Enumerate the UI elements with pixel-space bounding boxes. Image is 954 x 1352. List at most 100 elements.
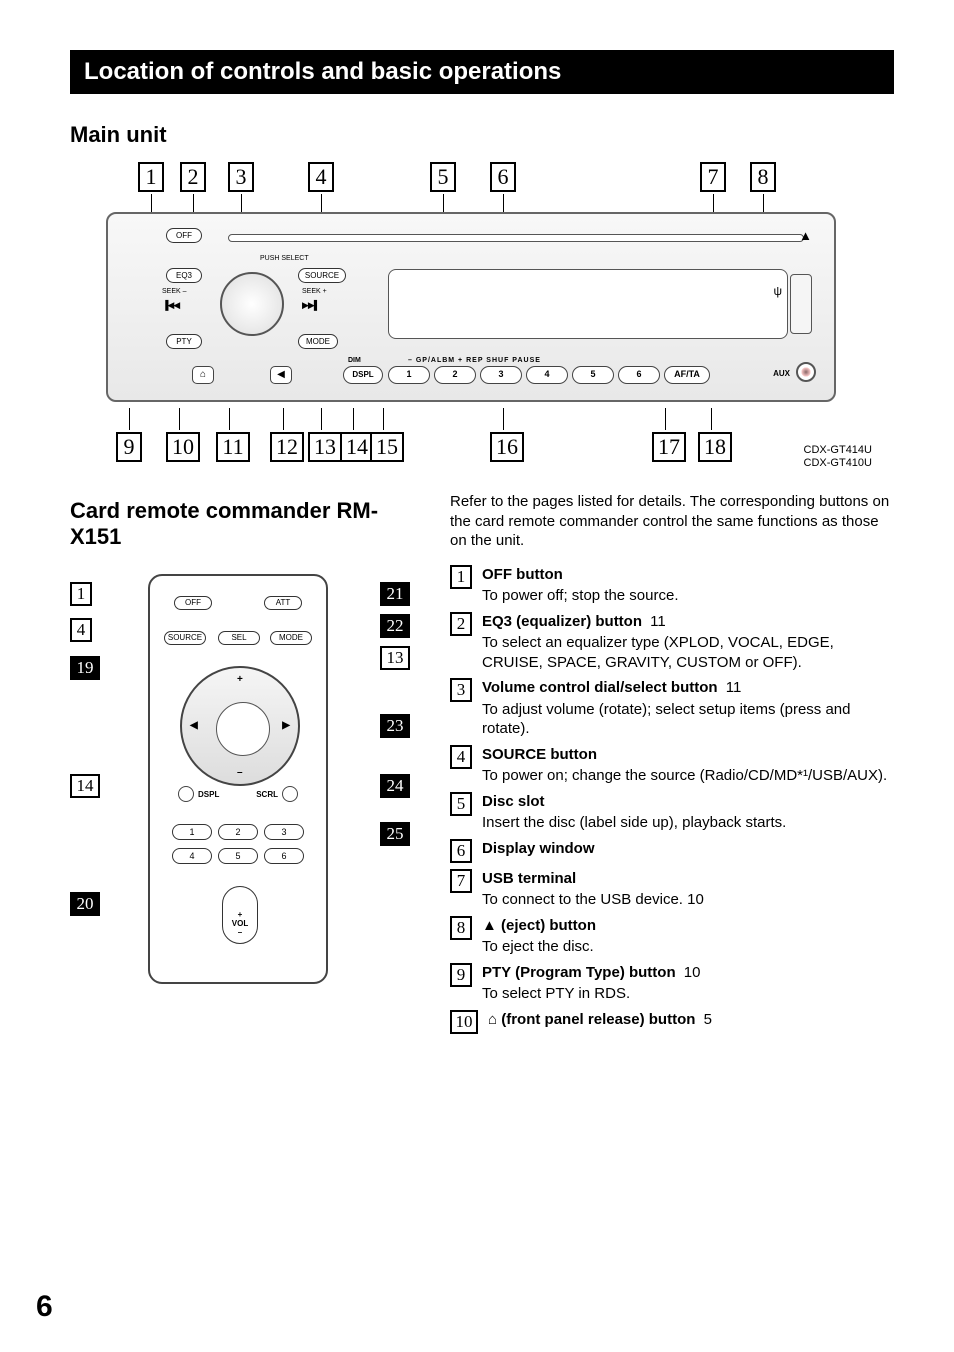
remote-callout-20: 20 <box>70 892 100 916</box>
callout-15: 15 <box>370 432 404 462</box>
remote-mode-button: MODE <box>270 631 312 645</box>
remote-dspl-button <box>178 786 194 802</box>
callout-14: 14 <box>340 432 374 462</box>
main-unit-body: OFF EQ3 SOURCE PTY MODE PUSH SELECT SEEK… <box>106 212 836 402</box>
dpad-down-icon: – <box>237 767 243 778</box>
dspl-button: DSPL <box>343 366 383 384</box>
usb-terminal <box>790 274 812 334</box>
front-panel-release-icon: ⌂ <box>192 366 214 384</box>
callout-13: 13 <box>308 432 342 462</box>
item-num-3: 3 <box>450 678 472 702</box>
callout-6: 6 <box>490 162 516 192</box>
callout-17: 17 <box>652 432 686 462</box>
remote-scrl-button <box>282 786 298 802</box>
remote-num-1: 1 <box>172 824 212 840</box>
callout-4: 4 <box>308 162 334 192</box>
item-9: 9 PTY (Program Type) button 10 To select P… <box>450 963 894 1004</box>
item-desc: To power off; stop the source. <box>482 586 894 606</box>
source-button: SOURCE <box>298 268 346 283</box>
display-window <box>388 269 788 339</box>
callout-3: 3 <box>228 162 254 192</box>
preset-5: 5 <box>572 366 614 384</box>
item-num-8: 8 <box>450 916 472 940</box>
item-num-5: 5 <box>450 792 472 816</box>
item-desc: To connect to the USB device. 10 <box>482 890 894 910</box>
off-button: OFF <box>166 228 202 243</box>
item-num-2: 2 <box>450 612 472 636</box>
remote-callout-22: 22 <box>380 614 410 638</box>
remote-dpad: + – ◀ ▶ <box>180 666 300 786</box>
remote-off-button: OFF <box>174 596 212 610</box>
item-title: ⌂ (front panel release) button <box>488 1011 695 1028</box>
item-desc: To adjust volume (rotate); select setup … <box>482 700 894 739</box>
item-page-ref: 11 <box>646 613 666 630</box>
item-page-ref: 5 <box>699 1011 712 1028</box>
item-num-9: 9 <box>450 963 472 987</box>
remote-vol-label: +VOL– <box>228 910 252 937</box>
preset-4: 4 <box>526 366 568 384</box>
callout-2: 2 <box>180 162 206 192</box>
remote-callout-14: 14 <box>70 774 100 798</box>
item-num-6: 6 <box>450 839 472 863</box>
item-6: 6Display window <box>450 839 894 863</box>
item-7: 7 USB terminal To connect to the USB devic… <box>450 869 894 910</box>
callout-11: 11 <box>216 432 250 462</box>
item-10: 10⌂ (front panel release) button 5 <box>450 1010 894 1034</box>
remote-callout-19: 19 <box>70 656 100 680</box>
item-desc: To eject the disc. <box>482 937 894 957</box>
callout-12: 12 <box>270 432 304 462</box>
back-icon: ◀ <box>270 366 292 384</box>
afta-button: AF/TA <box>664 366 710 384</box>
item-2: 2EQ3 (equalizer) button 11To select an e… <box>450 612 894 673</box>
page-title-bar: Location of controls and basic operation… <box>70 50 894 94</box>
item-1: 1OFF buttonTo power off; stop the source… <box>450 565 894 606</box>
dpad-left-icon: ◀ <box>190 720 198 731</box>
remote-scrl-label: SCRL <box>256 790 278 799</box>
preset-6: 6 <box>618 366 660 384</box>
item-desc: To power on; change the source (Radio/CD… <box>482 766 894 786</box>
item-title: Volume control dial/select button <box>482 679 718 696</box>
item-8: 8 ▲ (eject) button To eject the disc. <box>450 916 894 957</box>
seek-minus-label: SEEK – <box>162 288 187 295</box>
remote-callout-25: 25 <box>380 822 410 846</box>
item-page-ref: 10 <box>680 964 701 981</box>
item-title: ▲ (eject) button <box>482 917 596 934</box>
item-title: SOURCE button <box>482 746 597 763</box>
aux-label: AUX <box>773 369 790 378</box>
remote-diagram: OFF ATT SOURCE SEL MODE + – ◀ ▶ DSPL SCR… <box>70 564 410 1014</box>
preset-2: 2 <box>434 366 476 384</box>
item-title: USB terminal <box>482 870 576 887</box>
callout-18: 18 <box>698 432 732 462</box>
item-title: EQ3 (equalizer) button <box>482 613 642 630</box>
next-icon: ▶▶▌ <box>302 300 319 311</box>
remote-num-4: 4 <box>172 848 212 864</box>
push-select-label: PUSH SELECT <box>260 255 309 262</box>
item-num-4: 4 <box>450 745 472 769</box>
disc-slot <box>228 234 804 242</box>
item-num-7: 7 <box>450 869 472 893</box>
dpad-up-icon: + <box>237 674 243 685</box>
seek-plus-label: SEEK + <box>302 288 327 295</box>
remote-callout-24: 24 <box>380 774 410 798</box>
eq3-button: EQ3 <box>166 268 202 283</box>
callout-16: 16 <box>490 432 524 462</box>
preset-1: 1 <box>388 366 430 384</box>
item-title: OFF button <box>482 566 563 583</box>
item-desc: Insert the disc (label side up), playbac… <box>482 813 894 833</box>
item-4: 4 SOURCE button To power on; change the so… <box>450 745 894 786</box>
main-unit-diagram: 12345678 OFF EQ3 SOURCE PTY MODE PUSH SE… <box>70 162 894 462</box>
remote-heading: Card remote commander RM-X151 <box>70 498 410 550</box>
dim-label: DIM <box>348 357 361 364</box>
remote-dspl-label: DSPL <box>198 790 219 799</box>
item-desc: To select PTY in RDS. <box>482 984 894 1004</box>
usb-icon: ψ <box>773 284 782 298</box>
callout-8: 8 <box>750 162 776 192</box>
prev-icon: ▐◀◀ <box>162 300 179 311</box>
remote-callout-13: 13 <box>380 646 410 670</box>
remote-callout-23: 23 <box>380 714 410 738</box>
item-title: PTY (Program Type) button <box>482 964 676 981</box>
remote-num-6: 6 <box>264 848 304 864</box>
remote-body: OFF ATT SOURCE SEL MODE + – ◀ ▶ DSPL SCR… <box>148 574 328 984</box>
callout-9: 9 <box>116 432 142 462</box>
preset-3: 3 <box>480 366 522 384</box>
